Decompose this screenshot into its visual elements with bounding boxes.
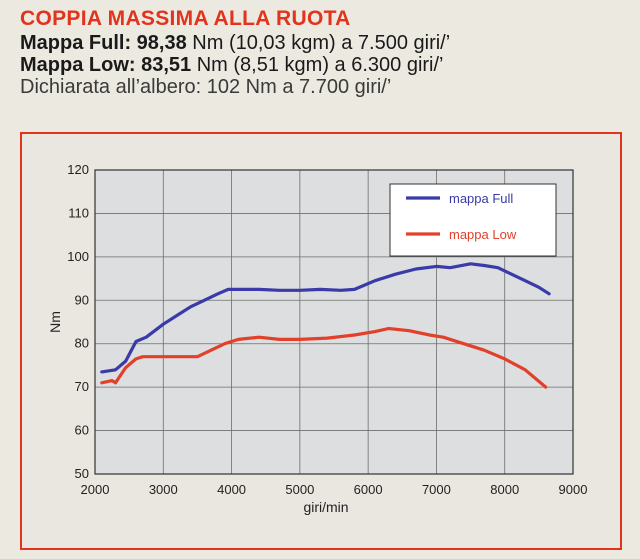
x-tick-label: 8000: [490, 482, 519, 497]
y-tick-label: 80: [75, 336, 89, 351]
x-tick-label: 9000: [559, 482, 588, 497]
y-tick-label: 60: [75, 423, 89, 438]
low-map-line: Mappa Low: 83,51 Nm (8,51 kgm) a 6.300 g…: [20, 54, 630, 76]
legend-label: mappa Full: [449, 191, 513, 206]
declared-line: Dichiarata all’albero: 102 Nm a 7.700 gi…: [20, 76, 392, 98]
plot-frame: [94, 169, 574, 475]
x-axis-label: giri/min: [303, 499, 348, 515]
low-map-label: Mappa Low:: [20, 54, 136, 76]
x-tick-label: 4000: [217, 482, 246, 497]
y-tick-label: 70: [75, 379, 89, 394]
header: COPPIA MASSIMA ALLA RUOTA Mappa Full: 98…: [20, 6, 630, 98]
low-map-value: 83,51: [141, 54, 192, 76]
full-map-value: 98,38: [136, 32, 187, 54]
y-axis-label: Nm: [47, 311, 63, 333]
full-map-detail: Nm (10,03 kgm) a 7.500 giri/’: [192, 32, 451, 54]
legend-label: mappa Low: [449, 227, 517, 242]
full-map-label: Mappa Full:: [20, 32, 132, 54]
y-tick-label: 90: [75, 292, 89, 307]
legend: mappa Full mappa Low: [389, 183, 557, 257]
torque-chart: 50 60 70 80 90 100 110 120 2000 3000 4000 5000 6000 7…: [47, 162, 588, 515]
full-map-line: Mappa Full: 98,38 Nm (10,03 kgm) a 7.500…: [20, 32, 630, 54]
x-tick-label: 2000: [81, 482, 110, 497]
page-title: COPPIA MASSIMA ALLA RUOTA: [20, 7, 351, 30]
y-tick-label: 50: [75, 466, 89, 481]
y-tick-label: 110: [68, 205, 89, 220]
chart-panel: 50 60 70 80 90 100 110 120 2000 3000 4000 5000 6000 7…: [20, 132, 622, 550]
low-map-detail: Nm (8,51 kgm) a 6.300 giri/’: [196, 54, 444, 76]
x-tick-label: 7000: [422, 482, 451, 497]
y-tick-label: 120: [67, 162, 89, 177]
x-tick-label: 6000: [354, 482, 383, 497]
y-tick-label: 100: [67, 249, 89, 264]
legend-box: [389, 183, 557, 257]
x-tick-label: 5000: [285, 482, 314, 497]
x-tick-label: 3000: [149, 482, 178, 497]
series-line-full: [100, 262, 551, 374]
